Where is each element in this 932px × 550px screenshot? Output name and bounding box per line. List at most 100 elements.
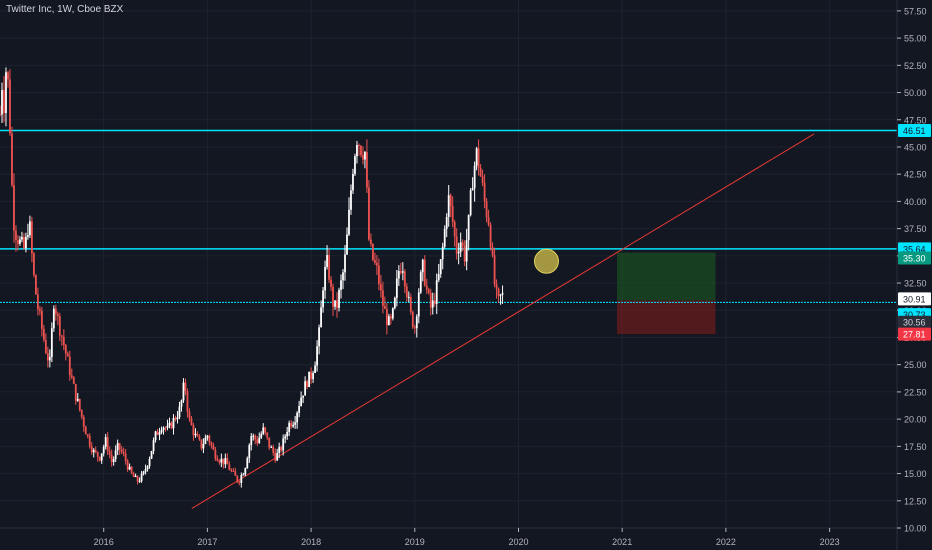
- candle-body: [208, 435, 211, 443]
- horizontal-levels[interactable]: [0, 129, 897, 303]
- candle-body: [134, 476, 137, 478]
- candle-body: [94, 449, 97, 452]
- candle-body: [314, 365, 316, 373]
- candle-body: [383, 306, 386, 309]
- candle-body: [150, 451, 153, 459]
- marker-circle[interactable]: [533, 248, 559, 274]
- candle-body: [202, 443, 205, 449]
- candle-body: [174, 417, 177, 420]
- candle-body: [246, 458, 249, 469]
- candle-body: [391, 308, 394, 319]
- candle-body: [330, 279, 332, 287]
- candle-body: [38, 309, 41, 311]
- price-label: 30.56: [903, 318, 926, 328]
- candle-body: [431, 300, 434, 308]
- candle-body: [168, 422, 171, 426]
- candle-body: [0, 114, 1, 116]
- candle-body: [244, 468, 247, 475]
- price-tick-label: 57.50: [904, 6, 927, 16]
- candle-body: [481, 176, 484, 184]
- candle-body: [465, 240, 468, 262]
- candle-body: [40, 310, 43, 329]
- candle-body: [78, 398, 81, 410]
- trend-line-group[interactable]: [191, 133, 815, 509]
- candle-body: [152, 440, 155, 452]
- candle-body: [218, 460, 221, 463]
- candle-body: [58, 316, 61, 336]
- candle-body: [234, 471, 237, 476]
- position-tool[interactable]: [617, 252, 716, 335]
- candle-body: [27, 235, 29, 237]
- candle-body: [443, 228, 446, 247]
- time-tick-label: 2022: [716, 537, 736, 547]
- candle-body: [348, 209, 350, 235]
- candle-body: [437, 274, 440, 281]
- candle-body: [459, 242, 462, 252]
- candle-body: [477, 148, 480, 168]
- marker-circle-group[interactable]: [533, 248, 559, 274]
- candle-body: [80, 409, 83, 417]
- candle-body: [387, 316, 390, 326]
- candle-body: [254, 435, 257, 440]
- candle-body: [395, 278, 398, 298]
- candle-body: [170, 422, 173, 429]
- candle-body: [296, 412, 299, 423]
- candle-body: [407, 296, 410, 298]
- candle-body: [198, 436, 201, 440]
- price-tick-label: 15.00: [904, 469, 927, 479]
- candle-body: [312, 372, 314, 380]
- price-tick-label: 42.50: [904, 170, 927, 180]
- candle-body: [350, 190, 352, 210]
- price-label: 30.73: [903, 310, 926, 320]
- stop-zone[interactable]: [617, 300, 716, 335]
- price-label-bg: [898, 251, 931, 265]
- candle-body: [316, 346, 318, 366]
- candle-body: [108, 451, 111, 455]
- trend-line[interactable]: [191, 133, 815, 509]
- candle-body: [403, 271, 406, 287]
- candle-body: [354, 156, 356, 174]
- price-label: 46.51: [903, 126, 926, 136]
- candle-body: [31, 221, 33, 254]
- candle-body: [124, 453, 127, 461]
- candle-body: [495, 284, 498, 289]
- candle-body: [499, 294, 502, 296]
- candle-body: [126, 460, 129, 470]
- candle-body: [399, 271, 402, 273]
- candle-body: [344, 254, 346, 273]
- price-tick-label: 47.50: [904, 115, 927, 125]
- candle-body: [427, 289, 430, 293]
- candle-body: [356, 145, 358, 157]
- candle-body: [172, 417, 175, 429]
- candle-body: [56, 314, 59, 317]
- candle-body: [294, 422, 297, 425]
- candle-body: [262, 427, 265, 434]
- candle-body: [98, 456, 101, 461]
- candle-body: [469, 190, 472, 215]
- candle-body: [352, 173, 354, 191]
- candle-body: [272, 447, 275, 453]
- price-tick-label: 55.00: [904, 34, 927, 44]
- candle-body: [214, 449, 217, 459]
- price-tick-label: 52.50: [904, 61, 927, 71]
- time-tick-label: 2019: [405, 537, 425, 547]
- candle-body: [415, 316, 418, 329]
- candle-body: [449, 195, 452, 207]
- target-zone[interactable]: [617, 252, 716, 301]
- price-tick-label: 50.00: [904, 88, 927, 98]
- candle-body: [178, 406, 181, 418]
- candle-body: [497, 288, 500, 296]
- candle-body: [176, 417, 179, 420]
- time-tick-label: 2021: [612, 537, 632, 547]
- candle-body: [447, 195, 450, 218]
- candle-body: [74, 383, 77, 401]
- time-axis[interactable]: 2016 2017 2018 2019 2020 2021 2022 2023: [0, 527, 897, 547]
- candle-body: [5, 72, 7, 114]
- candle-body: [9, 79, 11, 134]
- candle-body: [397, 271, 400, 279]
- candle-body: [425, 285, 428, 290]
- price-label-bg: [898, 292, 931, 306]
- candle-body: [224, 457, 227, 465]
- price-axis[interactable]: 10.0012.5015.0017.5020.0022.5025.0027.50…: [896, 0, 927, 550]
